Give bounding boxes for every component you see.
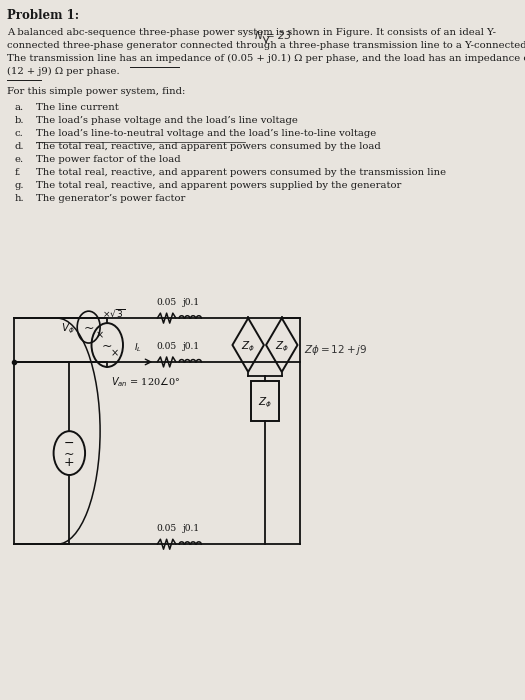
Text: The transmission line has an impedance of (0.05 + j0.1) Ω per phase, and the loa: The transmission line has an impedance o… xyxy=(7,54,525,63)
Text: ~: ~ xyxy=(102,340,112,353)
Text: For this simple power system, find:: For this simple power system, find: xyxy=(7,87,185,96)
Text: g.: g. xyxy=(14,181,24,190)
Text: f.: f. xyxy=(14,168,21,176)
Text: $Z_\phi$: $Z_\phi$ xyxy=(241,340,255,354)
Text: e.: e. xyxy=(14,155,24,164)
Text: j0.1: j0.1 xyxy=(183,298,200,307)
Text: The line current: The line current xyxy=(36,103,119,112)
Text: $\times\sqrt{3}$: $\times\sqrt{3}$ xyxy=(101,307,125,319)
Text: The total real, reactive, and apparent powers consumed by the transmission line: The total real, reactive, and apparent p… xyxy=(36,168,446,176)
Text: d.: d. xyxy=(14,142,24,150)
Text: $V_\phi$: $V_\phi$ xyxy=(61,322,75,336)
Text: N = 23: N = 23 xyxy=(255,32,291,41)
Text: Problem 1:: Problem 1: xyxy=(7,9,79,22)
Text: $Z_\phi$: $Z_\phi$ xyxy=(258,395,272,410)
Text: +: + xyxy=(64,456,75,470)
Text: The total real, reactive, and apparent powers supplied by the generator: The total real, reactive, and apparent p… xyxy=(36,181,401,190)
Text: The total real, reactive, and apparent powers consumed by the load: The total real, reactive, and apparent p… xyxy=(36,142,381,150)
Text: 0.05: 0.05 xyxy=(156,524,177,533)
Text: $Z\phi = 12+j9$: $Z\phi = 12+j9$ xyxy=(304,343,367,357)
Text: $Z_\phi$: $Z_\phi$ xyxy=(275,340,289,354)
Text: The power factor of the load: The power factor of the load xyxy=(36,155,181,164)
Text: ×: × xyxy=(110,348,119,358)
Text: ~: ~ xyxy=(83,321,94,335)
Text: h.: h. xyxy=(14,194,24,202)
Text: b.: b. xyxy=(14,116,24,125)
Text: connected three-phase generator connected through a three-phase transmission lin: connected three-phase generator connecte… xyxy=(7,41,525,50)
Text: ~: ~ xyxy=(64,447,75,461)
Text: a.: a. xyxy=(14,103,24,112)
Text: −: − xyxy=(64,437,75,449)
Text: (12 + j9) Ω per phase.: (12 + j9) Ω per phase. xyxy=(7,67,120,76)
Bar xyxy=(250,381,279,421)
Text: The load’s phase voltage and the load’s line voltage: The load’s phase voltage and the load’s … xyxy=(36,116,298,125)
Text: $V_{an}$ = 120$\angle$0°: $V_{an}$ = 120$\angle$0° xyxy=(111,375,180,389)
Text: j0.1: j0.1 xyxy=(183,342,200,351)
Text: c.: c. xyxy=(14,129,23,138)
Text: The generator’s power factor: The generator’s power factor xyxy=(36,194,185,202)
Text: j0.1: j0.1 xyxy=(183,524,200,533)
Text: ×: × xyxy=(96,330,104,340)
Text: 0.05: 0.05 xyxy=(156,298,177,307)
Text: The load’s line-to-neutral voltage and the load’s line-to-line voltage: The load’s line-to-neutral voltage and t… xyxy=(36,129,376,138)
Text: $I_L$: $I_L$ xyxy=(134,342,142,354)
Text: 0.05: 0.05 xyxy=(156,342,177,351)
Text: A balanced abc-sequence three-phase power system is shown in Figure. It consists: A balanced abc-sequence three-phase powe… xyxy=(7,28,496,37)
